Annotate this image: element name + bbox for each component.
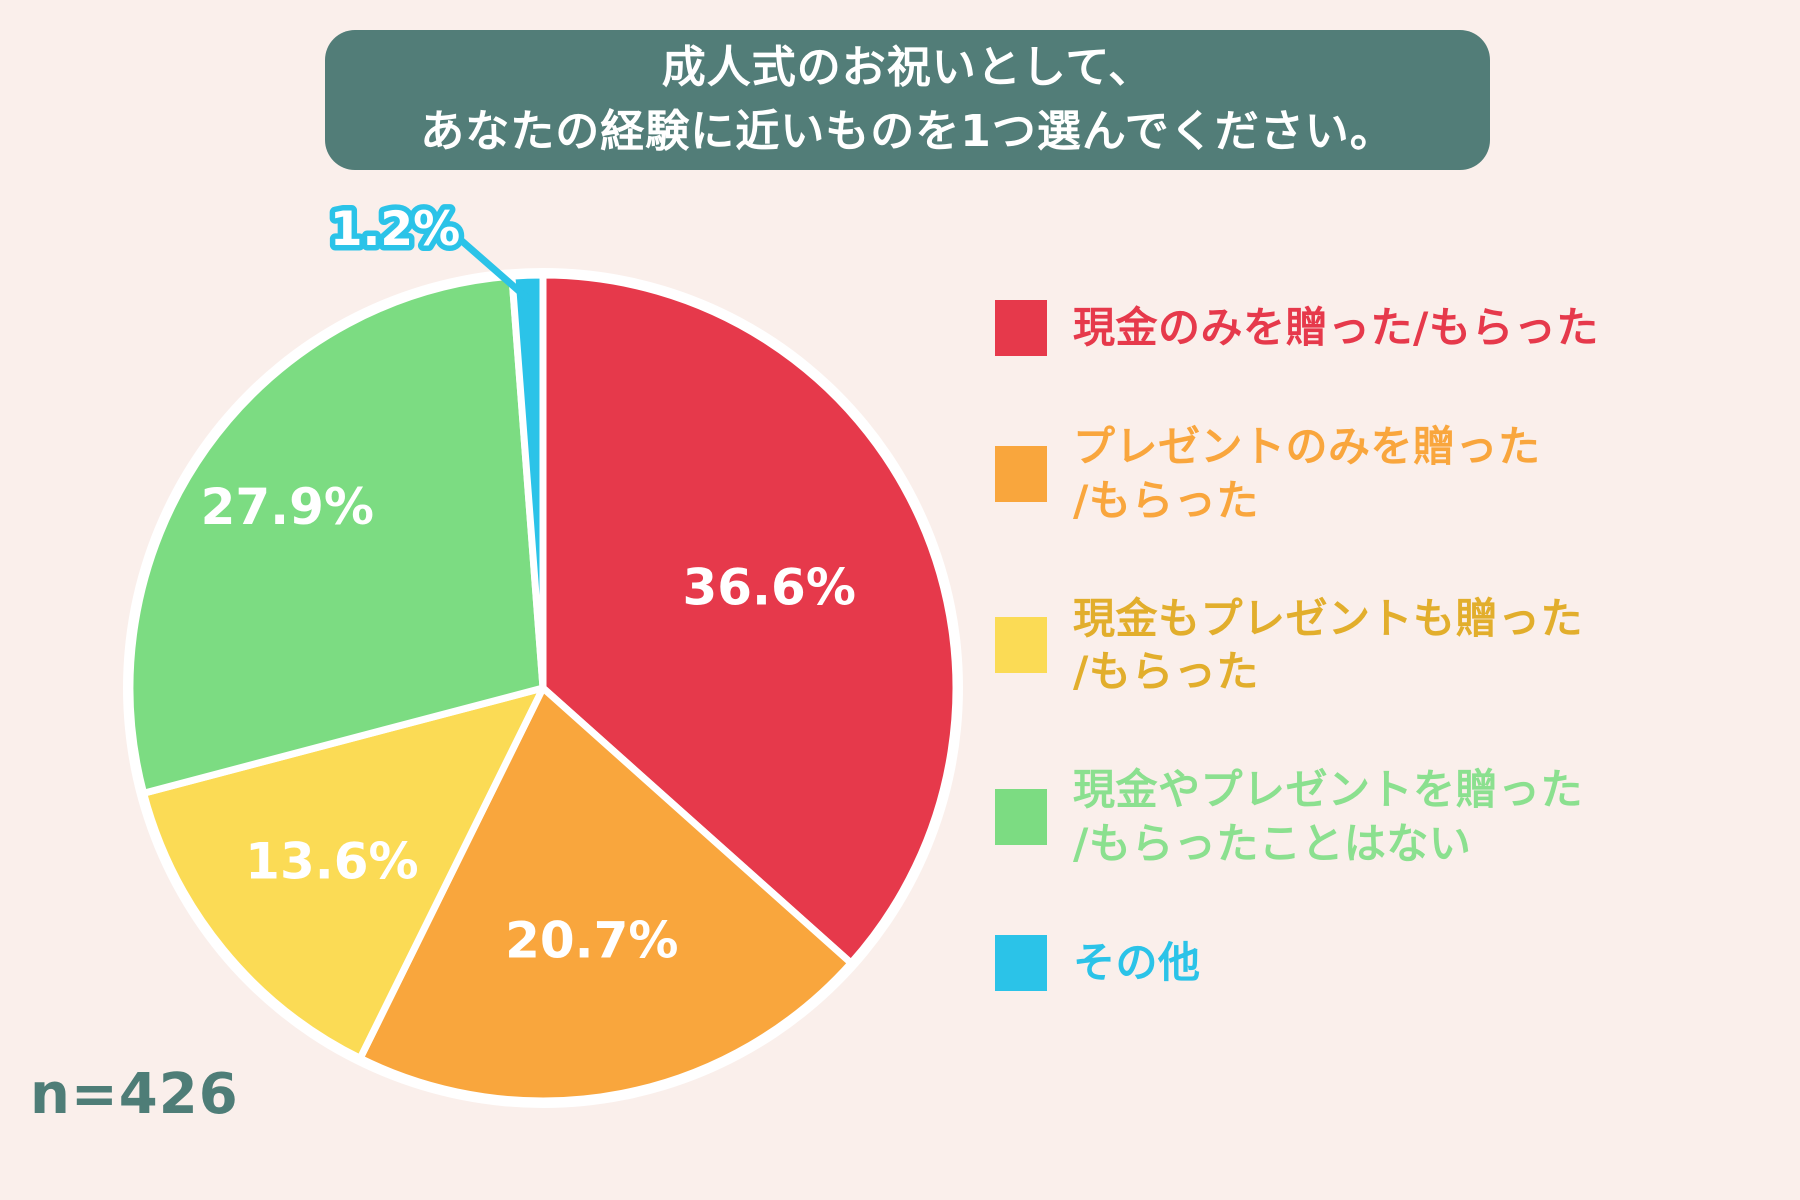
legend-label-4: 現金やプレゼントを贈った /もらったことはない	[1073, 765, 1584, 868]
legend-label-2: プレゼントのみを贈った /もらった	[1073, 422, 1541, 525]
legend-label-5: その他	[1073, 937, 1201, 987]
slice-value-label-4: 27.9%	[201, 478, 374, 536]
sample-size-label: n=426	[30, 1062, 239, 1127]
legend-item-4: 現金やプレゼントを贈った /もらったことはない	[995, 763, 1615, 871]
legend-swatch-1	[995, 300, 1047, 356]
legend: 現金のみを贈った/もらったプレゼントのみを贈った /もらった 現金もプレゼントも贈…	[995, 300, 1615, 991]
legend-label-3: 現金もプレゼントも贈った /もらった	[1073, 593, 1584, 697]
title-box: 成人式のお祝いとして、 あなたの経験に近いものを1つ選んでください。	[325, 30, 1490, 170]
legend-swatch-2	[995, 445, 1047, 502]
pie-slice-2	[356, 684, 855, 1105]
title-line-2: あなたの経験に近いものを1つ選んでください。	[420, 106, 1395, 157]
legend-label-1: 現金のみを贈った/もらった	[1073, 303, 1599, 353]
legend-item-1: 現金のみを贈った/もらった	[995, 300, 1615, 356]
legend-item-5: その他	[995, 934, 1615, 991]
callout-value-label: 1.2%	[330, 202, 460, 257]
pie-slice-4	[126, 272, 547, 797]
title-line-1: 成人式のお祝いとして、	[661, 42, 1154, 94]
pie-chart-svg: 36.6% 20.7% 13.6% 27.9%	[123, 268, 963, 1108]
slice-value-label-3: 13.6%	[245, 832, 418, 890]
slice-value-label-2: 20.7%	[505, 911, 678, 969]
pie-slice-3	[140, 684, 547, 1062]
legend-swatch-5	[995, 934, 1047, 991]
legend-swatch-3	[995, 617, 1047, 674]
other-slice-callout: 1.2%	[324, 197, 531, 302]
pie-slice-1	[539, 271, 960, 967]
legend-item-3: 現金もプレゼントも贈った /もらった	[995, 592, 1615, 700]
pie-chart: 36.6% 20.7% 13.6% 27.9%	[118, 263, 968, 1113]
pie-slice-5	[508, 271, 547, 692]
legend-item-2: プレゼントのみを贈った /もらった	[995, 420, 1615, 528]
callout-leader-line	[451, 231, 531, 302]
slice-value-label-1: 36.6%	[682, 559, 855, 617]
legend-swatch-4	[995, 788, 1047, 845]
